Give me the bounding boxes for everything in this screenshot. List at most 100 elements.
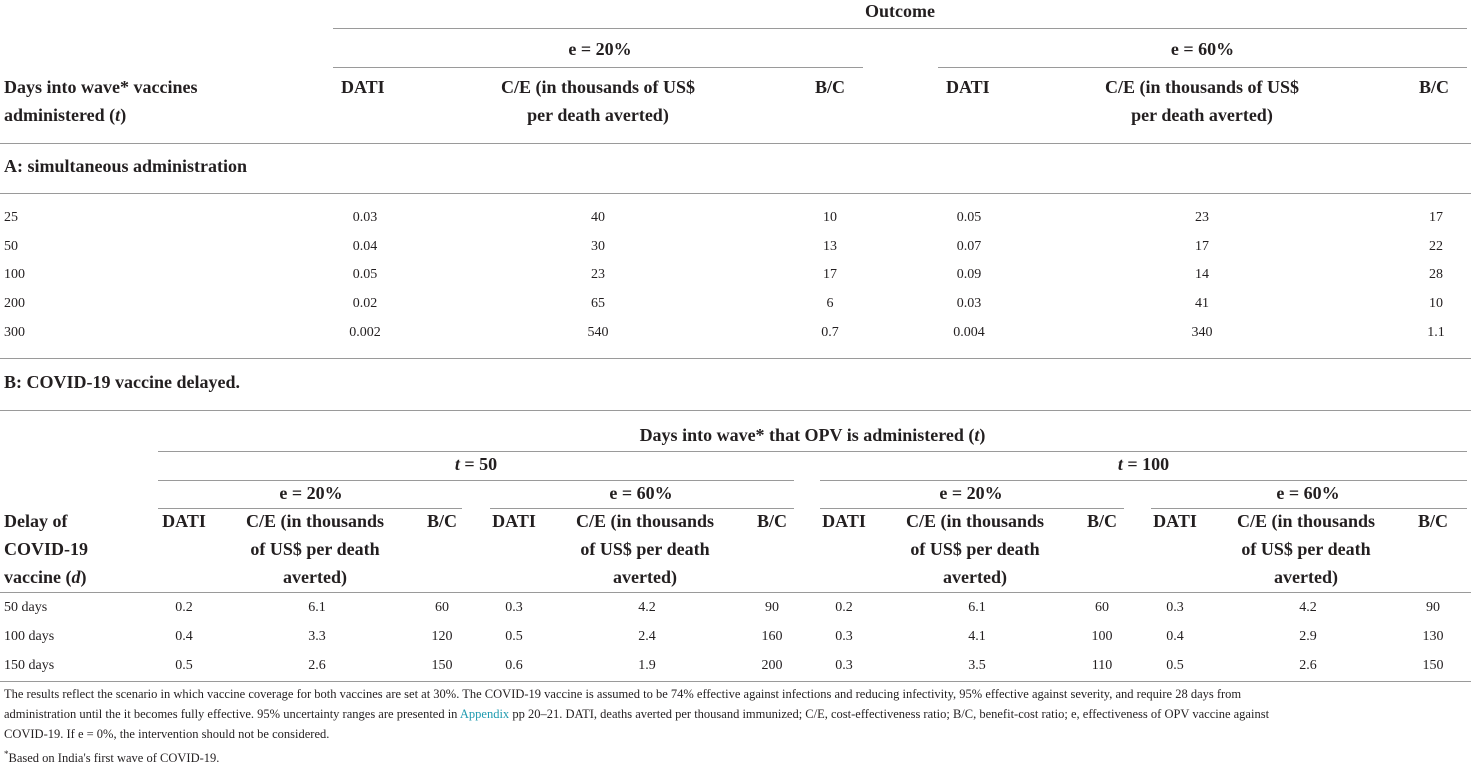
- cell-delay: 50 days: [4, 600, 48, 615]
- cell-dati: 0.2: [835, 600, 853, 615]
- cell-dati: 0.3: [1166, 600, 1184, 615]
- cell-bc: 0.7: [821, 325, 839, 340]
- cell-ce: 14: [1195, 267, 1209, 282]
- cell-bc: 160: [761, 629, 783, 644]
- e20-header: e = 20%: [279, 483, 343, 503]
- cell-bc: 130: [1422, 629, 1444, 644]
- cell-bc: 200: [761, 658, 783, 673]
- cell-bc: 17: [1429, 210, 1443, 225]
- col-bc: B/C: [1419, 77, 1450, 97]
- cell-dati: 0.5: [505, 629, 523, 644]
- outcome-header: Outcome: [865, 1, 935, 21]
- col-bc: B/C: [756, 511, 787, 531]
- col-ce-line: averted): [613, 567, 677, 587]
- days-into-wave-header: Days into wave* that OPV is administered…: [639, 425, 986, 445]
- cell-bc: 60: [435, 600, 449, 615]
- cell-ce: 6.1: [308, 600, 326, 615]
- col-dati: DATI: [341, 77, 385, 97]
- col-ce: C/E (in thousands of US$ per death averted…: [540, 507, 750, 591]
- col-dati: DATI: [162, 511, 206, 531]
- cell-bc: 22: [1429, 239, 1443, 254]
- cell-ce: 4.2: [1299, 600, 1317, 615]
- cell-bc: 60: [1095, 600, 1109, 615]
- col-ce-line: of US$ per death: [910, 539, 1040, 559]
- cell-delay: 150 days: [4, 658, 55, 673]
- cell-dati: 0.3: [505, 600, 523, 615]
- cell-ce: 540: [587, 325, 609, 340]
- col-ce-line: of US$ per death: [1241, 539, 1371, 559]
- rule: [0, 410, 1471, 411]
- col-dati: DATI: [946, 77, 990, 97]
- footnote-line-2: administration until the it becomes full…: [4, 707, 1270, 721]
- col-ce: C/E (in thousands of US$ per death averte…: [500, 77, 696, 125]
- rule: [0, 592, 1471, 593]
- cell-bc: 1.1: [1427, 325, 1445, 340]
- cell-ce: 6.1: [968, 600, 986, 615]
- cell-ce: 65: [591, 296, 605, 311]
- cell-days: 25: [4, 210, 18, 225]
- rule: [333, 28, 1467, 29]
- cell-bc: 100: [1091, 629, 1113, 644]
- rule: [0, 358, 1471, 359]
- cell-bc: 10: [823, 210, 837, 225]
- col-bc: B/C: [815, 77, 846, 97]
- cell-days: 100: [4, 267, 25, 282]
- cell-days: 300: [4, 325, 25, 340]
- cell-ce: 4.1: [968, 629, 986, 644]
- col-ce: C/E (in thousands of US$ per death averted…: [870, 507, 1080, 591]
- cell-dati: 0.04: [352, 239, 378, 254]
- cell-dati: 0.05: [956, 210, 982, 225]
- e60-header: e = 60%: [1170, 39, 1235, 59]
- col-ce-line: C/E (in thousands: [905, 511, 1045, 531]
- cell-bc: 28: [1429, 267, 1443, 282]
- cell-ce: 17: [1195, 239, 1209, 254]
- cell-ce: 23: [591, 267, 605, 282]
- cell-dati: 0.03: [956, 296, 982, 311]
- cell-ce: 2.6: [308, 658, 326, 673]
- cell-days: 200: [4, 296, 25, 311]
- cell-dati: 0.002: [349, 325, 381, 340]
- cell-ce: 3.3: [308, 629, 326, 644]
- cell-bc: 17: [823, 267, 837, 282]
- col-dati: DATI: [492, 511, 536, 531]
- t100-header: t = 100: [1117, 454, 1170, 474]
- e60-header: e = 60%: [1276, 483, 1340, 503]
- cell-dati: 0.5: [175, 658, 193, 673]
- cell-ce: 4.2: [638, 600, 656, 615]
- rule: [158, 451, 1467, 452]
- appendix-link[interactable]: Appendix: [459, 707, 510, 721]
- cell-ce: 40: [591, 210, 605, 225]
- footnote-line-1: The results reflect the scenario in whic…: [4, 687, 1242, 701]
- t50-header: t = 50: [454, 454, 498, 474]
- cell-dati: 0.004: [953, 325, 985, 340]
- e60-header: e = 60%: [609, 483, 673, 503]
- col-bc: B/C: [426, 511, 457, 531]
- col-ce-line: of US$ per death: [580, 539, 710, 559]
- section-b-title: B: COVID-19 vaccine delayed.: [4, 372, 240, 392]
- cell-dati: 0.6: [505, 658, 523, 673]
- cell-days: 50: [4, 239, 18, 254]
- col-ce: C/E (in thousands of US$ per death averte…: [1104, 77, 1300, 125]
- cell-ce: 2.4: [638, 629, 656, 644]
- col-ce: C/E (in thousands of US$ per death averted…: [1201, 507, 1411, 591]
- cell-bc: 90: [765, 600, 779, 615]
- cell-dati: 0.3: [835, 629, 853, 644]
- col-dati: DATI: [822, 511, 866, 531]
- cell-ce: 30: [591, 239, 605, 254]
- cell-ce: 2.9: [1299, 629, 1317, 644]
- rule: [820, 480, 1467, 481]
- col-ce-line: C/E (in thousands: [245, 511, 385, 531]
- col-dati: DATI: [1153, 511, 1197, 531]
- cell-bc: 120: [431, 629, 453, 644]
- rule: [490, 508, 794, 509]
- rule: [158, 508, 462, 509]
- cell-bc: 150: [1422, 658, 1444, 673]
- cell-bc: 150: [431, 658, 453, 673]
- col-ce-line: of US$ per death: [250, 539, 380, 559]
- col-ce-line: C/E (in thousands: [1236, 511, 1376, 531]
- cell-dati: 0.4: [1166, 629, 1184, 644]
- cell-dati: 0.4: [175, 629, 193, 644]
- cell-bc: 13: [823, 239, 837, 254]
- col-ce-line: averted): [943, 567, 1007, 587]
- col-ce: C/E (in thousands of US$ per death averted…: [210, 507, 420, 591]
